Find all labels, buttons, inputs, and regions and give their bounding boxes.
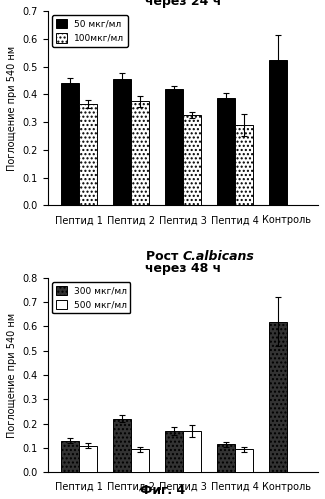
Y-axis label: Поглощение при 540 нм: Поглощение при 540 нм [7, 312, 17, 438]
Text: через 48 ч: через 48 ч [145, 262, 221, 275]
Bar [269, 321, 287, 473]
Bar [112, 79, 131, 206]
Bar [165, 431, 183, 473]
Bar [183, 431, 201, 473]
Bar [60, 83, 79, 206]
Bar [269, 59, 287, 206]
Text: C.albicans: C.albicans [183, 250, 255, 263]
Bar [112, 419, 131, 473]
Bar [79, 446, 97, 473]
Bar [217, 445, 235, 473]
Bar [217, 98, 235, 206]
Bar [131, 449, 149, 473]
Bar [183, 115, 201, 206]
Bar [165, 89, 183, 206]
Bar [235, 449, 253, 473]
Y-axis label: Поглощение при 540 нм: Поглощение при 540 нм [7, 45, 17, 171]
Legend: 300 мкг/мл, 500 мкг/мл: 300 мкг/мл, 500 мкг/мл [52, 282, 130, 313]
Bar [131, 101, 149, 206]
Bar [79, 104, 97, 206]
Text: Рост: Рост [146, 250, 183, 263]
Legend: 50 мкг/мл, 100мкг/мл: 50 мкг/мл, 100мкг/мл [52, 15, 127, 46]
Text: через 24 ч: через 24 ч [145, 0, 221, 8]
Bar [235, 125, 253, 206]
Bar [60, 441, 79, 473]
Text: Фиг. 4: Фиг. 4 [140, 484, 185, 497]
